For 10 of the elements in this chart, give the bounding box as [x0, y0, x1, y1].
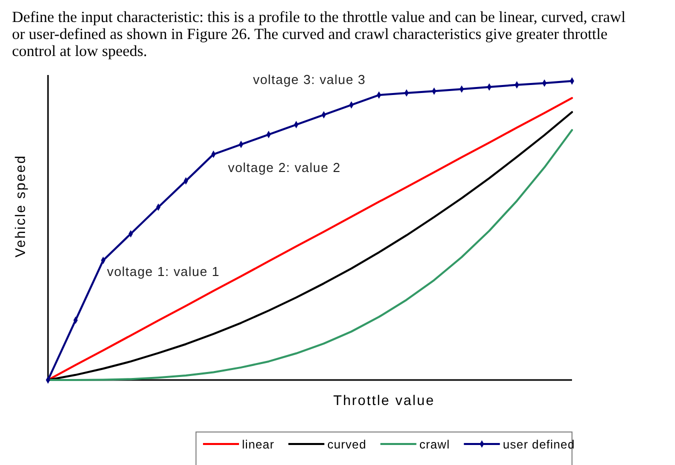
annotation: voltage 1: value 1	[107, 264, 220, 279]
legend-label: linear	[242, 438, 274, 452]
legend-label: crawl	[419, 438, 450, 452]
annotation: voltage 3: value 3	[253, 72, 366, 87]
legend-label: curved	[327, 438, 366, 452]
annotation: voltage 2: value 2	[228, 160, 341, 175]
x-axis-title: Throttle value	[333, 392, 435, 408]
chart-title: Define the input characteristic: this is a profile to the throttle value and can be linear, curved, crawl or user-defined as shown in Figure 26. The curved and crawl characteristics give greater throttle control at low speeds.	[12, 9, 627, 60]
y-axis-title: Vehicle speed	[12, 154, 28, 258]
legend-label: user defined	[502, 438, 575, 452]
